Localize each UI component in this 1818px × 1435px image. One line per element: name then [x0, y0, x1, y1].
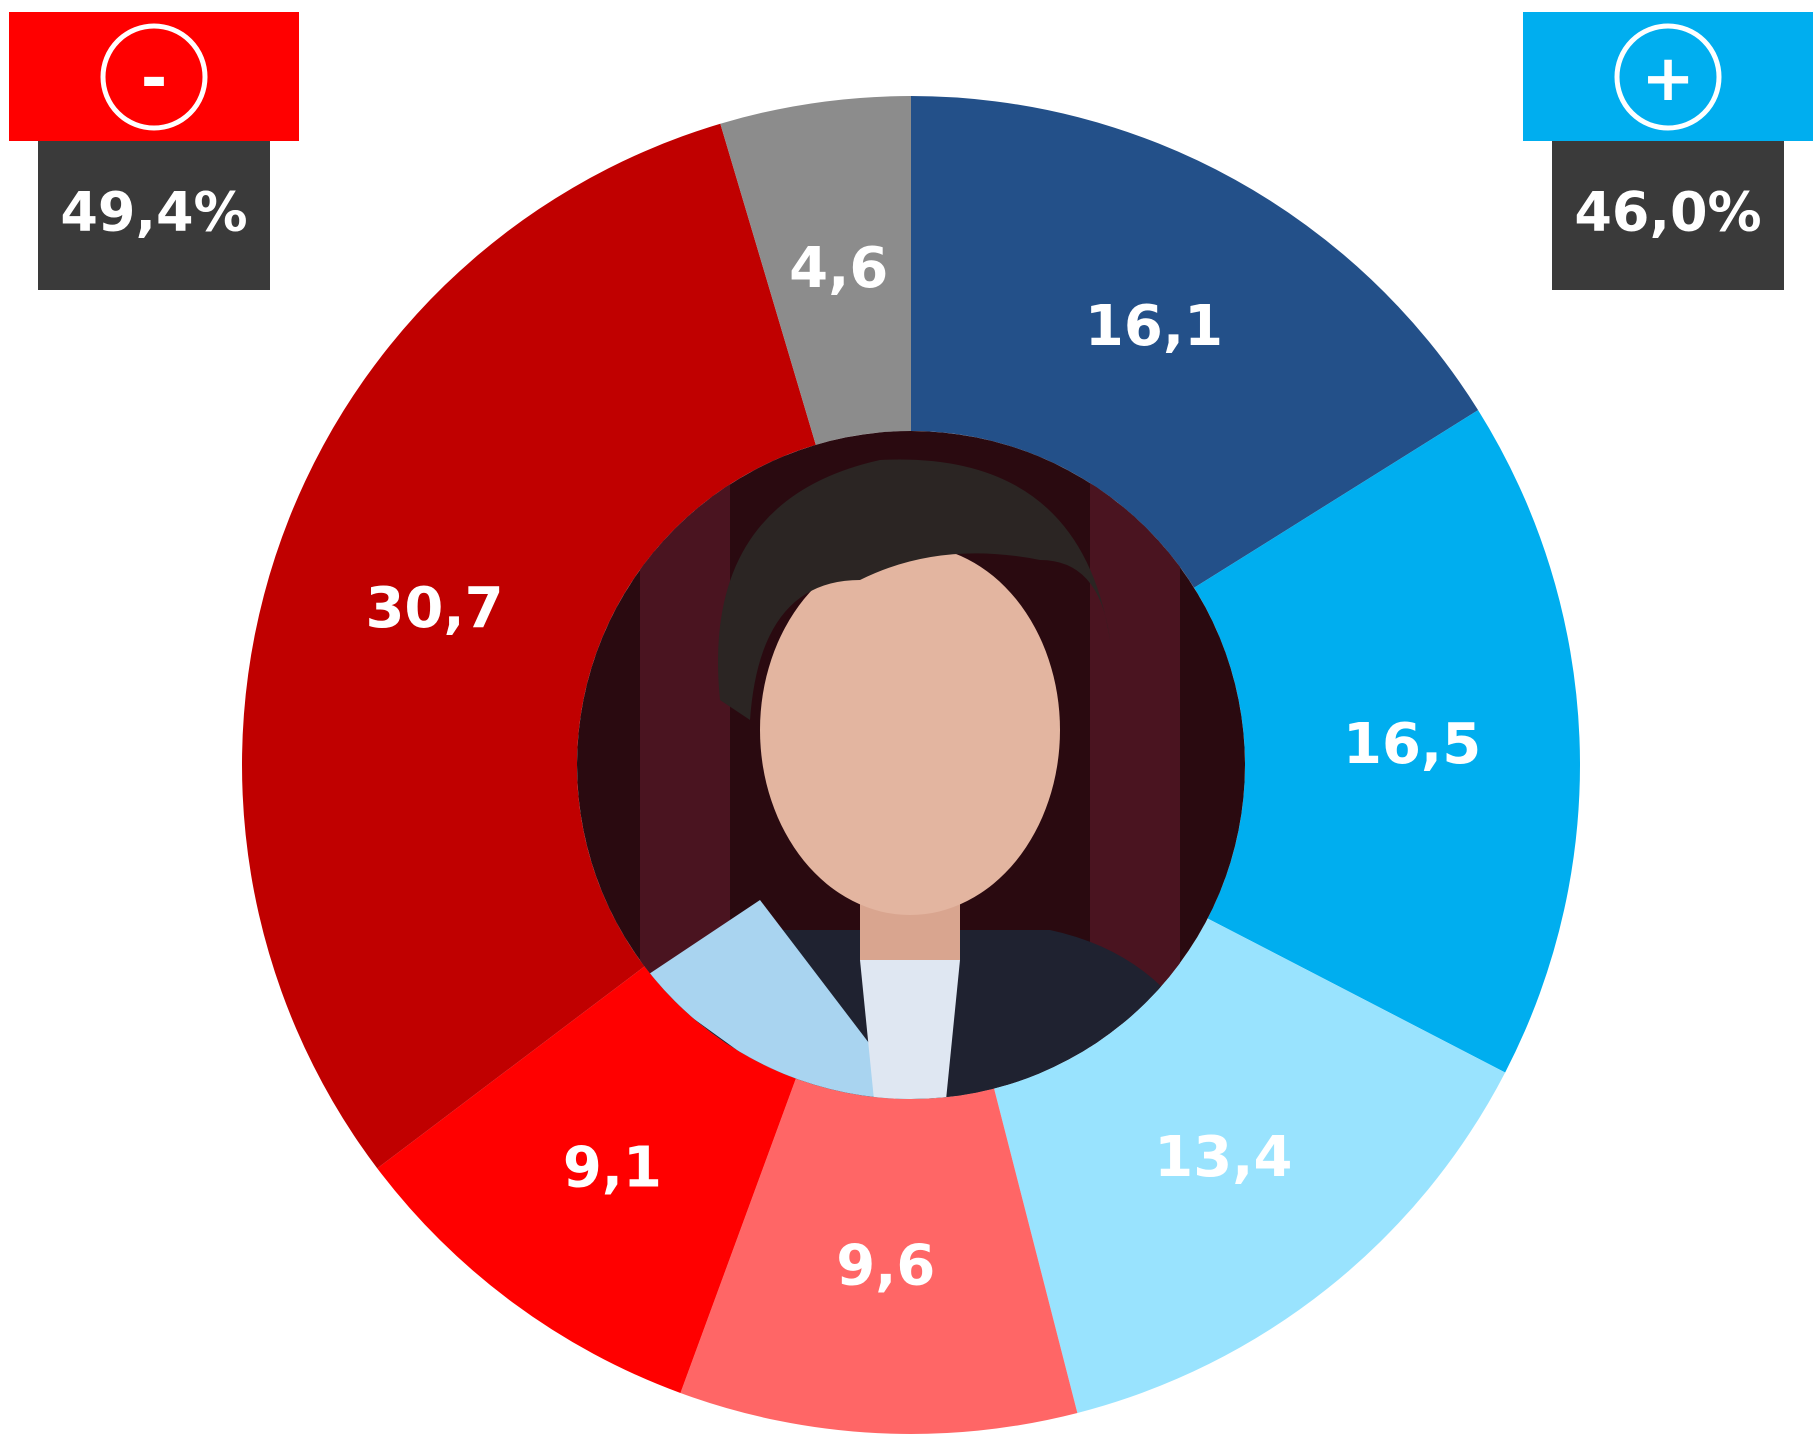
slice-label: 9,6	[836, 1233, 935, 1298]
slice-label: 16,5	[1343, 712, 1481, 777]
slice-label: 30,7	[365, 576, 503, 641]
slice-label: 9,1	[563, 1135, 662, 1200]
chart: 16,1 16,5 13,4 9,6 9,1 30,7 4,6 - 49,4% +46,0%	[0, 0, 1818, 1435]
badge-symbol: -	[141, 42, 168, 116]
slice-label: 13,4	[1154, 1125, 1292, 1190]
badge-total: 49,4%	[60, 181, 247, 244]
badge-total: 46,0%	[1574, 181, 1761, 244]
slice-label: 16,1	[1085, 294, 1223, 359]
badge-symbol: +	[1641, 42, 1695, 116]
slice-label: 4,6	[789, 236, 888, 301]
